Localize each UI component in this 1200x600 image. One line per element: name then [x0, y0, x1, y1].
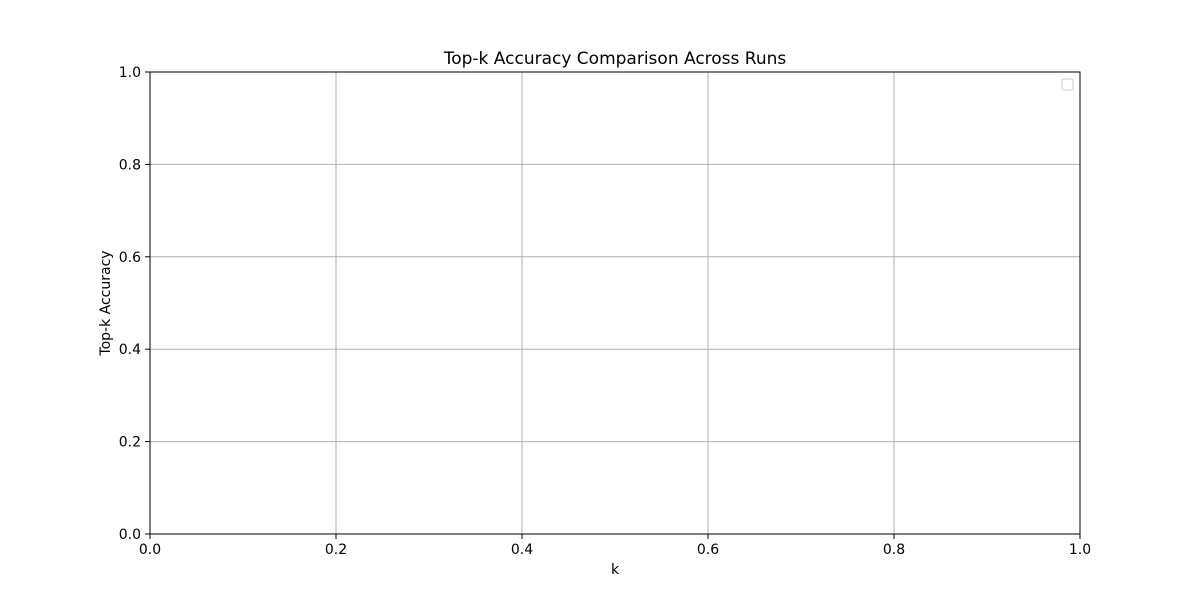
- y-axis-label: Top-k Accuracy: [98, 250, 114, 356]
- x-tick-label: 1.0: [1069, 542, 1091, 558]
- chart-title: Top-k Accuracy Comparison Across Runs: [443, 49, 787, 69]
- y-tick-label: 0.4: [119, 342, 141, 358]
- x-tick-label: 0.6: [697, 542, 719, 558]
- x-tick-label: 0.0: [139, 542, 161, 558]
- y-axis: 0.0 0.2 0.4 0.6 0.8 1.0: [119, 65, 150, 543]
- y-tick-label: 1.0: [119, 65, 141, 81]
- x-tick-label: 0.4: [511, 542, 533, 558]
- y-tick-label: 0.8: [119, 157, 141, 173]
- x-tick-label: 0.2: [325, 542, 347, 558]
- plot-area-frame: [149, 71, 1081, 535]
- x-axis: 0.0 0.2 0.4 0.6 0.8 1.0: [139, 534, 1091, 558]
- y-tick-label: 0.0: [119, 527, 141, 543]
- legend-box: [1061, 78, 1074, 91]
- x-axis-label: k: [611, 562, 620, 578]
- y-tick-label: 0.2: [119, 435, 141, 451]
- y-tick-label: 0.6: [119, 250, 141, 266]
- x-tick-label: 0.8: [883, 542, 905, 558]
